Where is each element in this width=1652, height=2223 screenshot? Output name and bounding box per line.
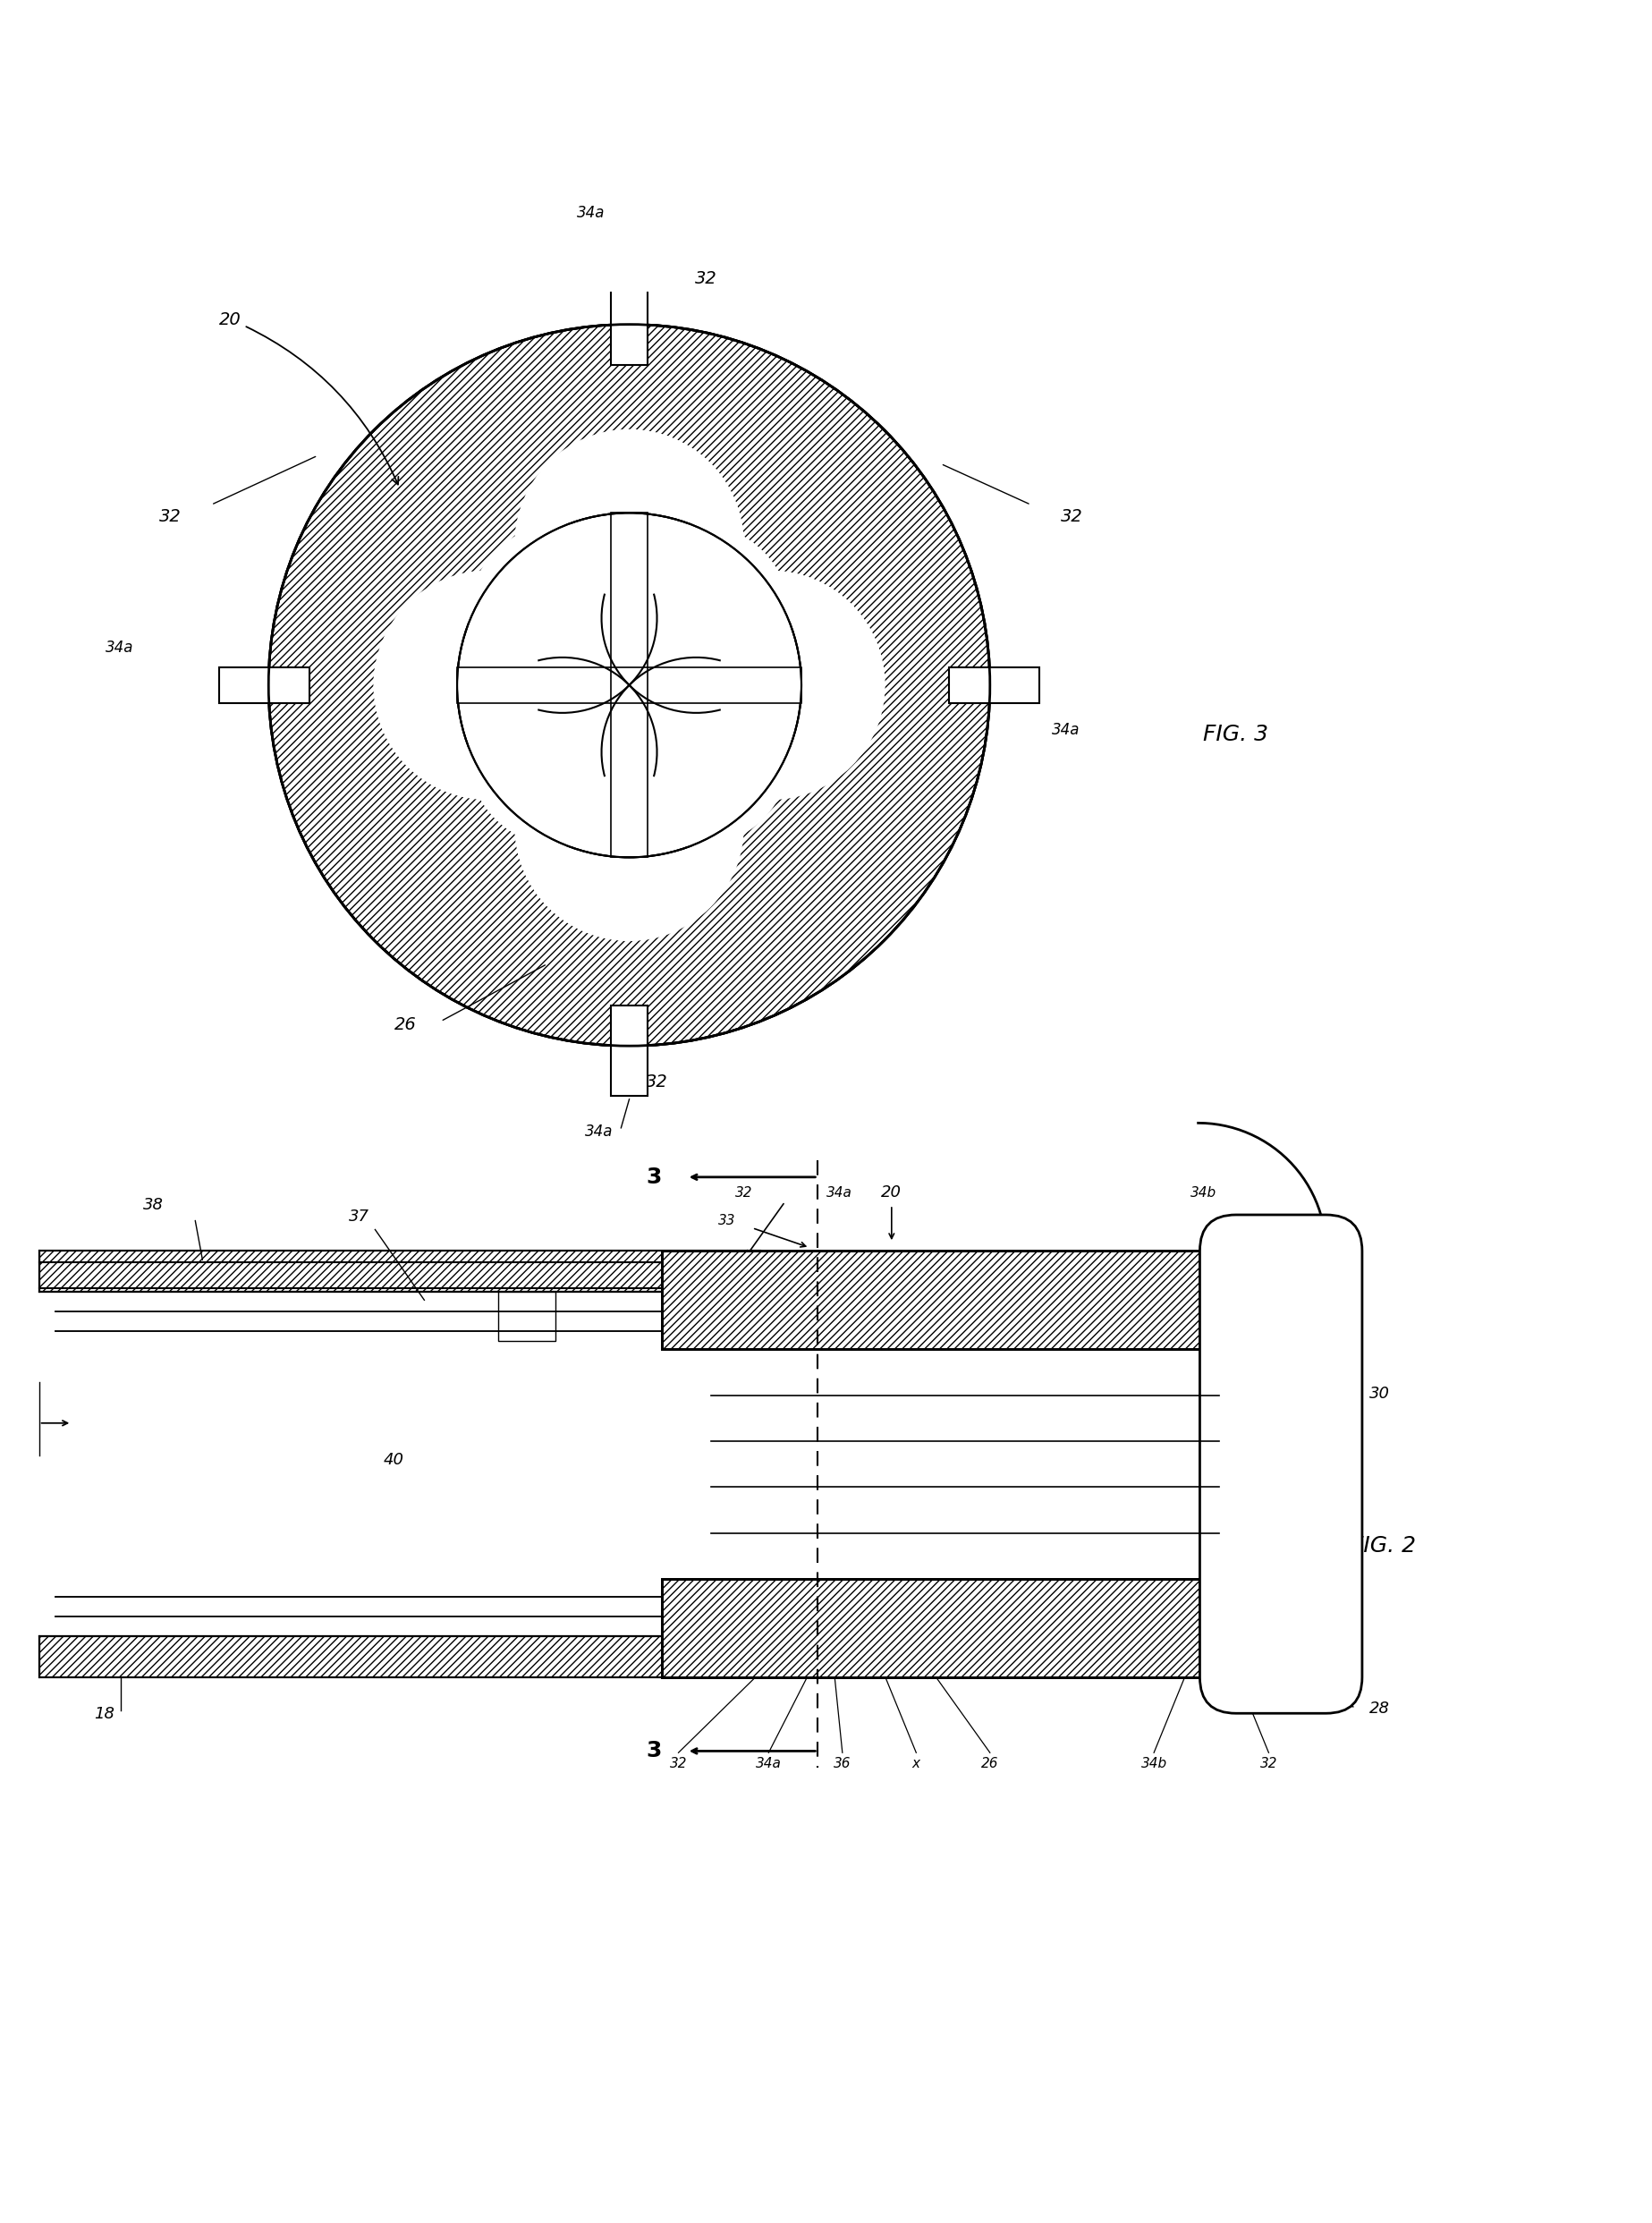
Bar [220, 667, 309, 702]
Bar [611, 514, 648, 858]
Text: 33: 33 [719, 1214, 735, 1227]
Bar [611, 514, 648, 858]
Text: 26: 26 [981, 1756, 999, 1770]
Text: 32: 32 [646, 1074, 667, 1091]
Bar [662, 1252, 1252, 1349]
Circle shape [656, 571, 885, 800]
Bar [40, 1636, 760, 1676]
Text: 28: 28 [695, 638, 717, 656]
Text: 36: 36 [646, 778, 667, 796]
Text: 26: 26 [393, 1016, 416, 1034]
Bar [950, 667, 1039, 702]
Text: 20: 20 [881, 1185, 902, 1200]
Bar [662, 1578, 1252, 1676]
Text: 36: 36 [550, 549, 572, 565]
Text: 32: 32 [1260, 1756, 1277, 1770]
Bar [499, 1292, 555, 1340]
Text: 30: 30 [1370, 1385, 1389, 1403]
Circle shape [601, 658, 791, 847]
Text: 32: 32 [159, 507, 182, 525]
Text: 28: 28 [1370, 1701, 1389, 1716]
Text: 36: 36 [834, 1756, 851, 1770]
Text: 20: 20 [220, 311, 398, 485]
Text: 32: 32 [669, 1756, 687, 1770]
Bar [458, 667, 801, 702]
Text: 34a: 34a [577, 205, 605, 222]
Bar [40, 1252, 760, 1292]
Bar [40, 1252, 760, 1292]
Circle shape [514, 429, 743, 658]
Text: 32: 32 [1269, 1216, 1287, 1229]
Bar [611, 276, 648, 365]
Text: FIG. 2: FIG. 2 [1351, 1536, 1416, 1556]
Text: FIG. 3: FIG. 3 [1203, 725, 1269, 745]
Circle shape [468, 522, 657, 714]
Text: 18: 18 [94, 1705, 116, 1723]
Text: 40: 40 [383, 1452, 403, 1467]
Circle shape [458, 514, 801, 858]
Circle shape [514, 711, 743, 940]
Text: 32: 32 [1061, 507, 1084, 525]
Text: 38: 38 [144, 1198, 164, 1214]
Text: 34a: 34a [755, 1756, 781, 1770]
Text: 34b: 34b [1189, 1187, 1216, 1200]
Text: x: x [912, 1756, 920, 1770]
Bar [458, 667, 801, 702]
Text: 34a: 34a [585, 1123, 613, 1140]
Circle shape [468, 658, 657, 847]
Text: 3: 3 [646, 1167, 662, 1187]
FancyBboxPatch shape [1199, 1214, 1363, 1714]
Bar [611, 1005, 648, 1096]
Bar [40, 1636, 760, 1676]
Bar [662, 1578, 1252, 1676]
Bar [662, 1252, 1252, 1349]
Text: 37: 37 [349, 1209, 368, 1225]
Text: 32: 32 [695, 269, 717, 287]
Text: 34a: 34a [1051, 722, 1080, 738]
Bar [662, 1349, 1236, 1578]
Text: 34b: 34b [1142, 1756, 1166, 1770]
Circle shape [458, 514, 801, 858]
Circle shape [269, 325, 990, 1045]
Text: 32: 32 [735, 1187, 752, 1200]
Circle shape [373, 571, 603, 800]
Text: 3: 3 [646, 1741, 662, 1763]
Circle shape [601, 522, 791, 714]
Text: 34a: 34a [106, 640, 134, 656]
Text: 34a: 34a [826, 1187, 852, 1200]
